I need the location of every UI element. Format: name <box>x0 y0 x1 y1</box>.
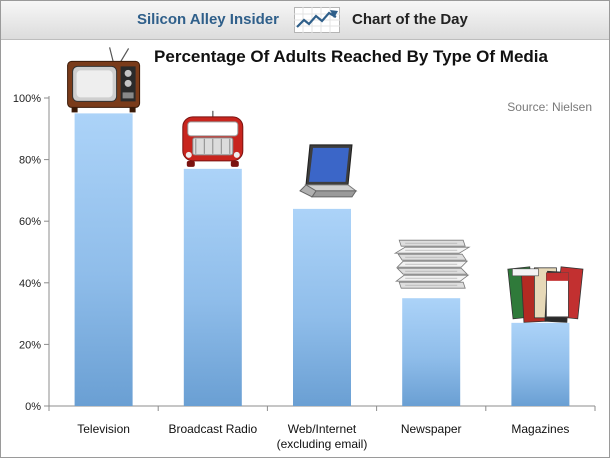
source-note: Source: Nielsen <box>507 100 592 114</box>
radio-icon <box>182 110 244 167</box>
newspaper-stack-icon <box>393 239 471 289</box>
brand-name: Silicon Alley Insider <box>137 11 279 28</box>
bar-3 <box>293 208 351 406</box>
television-icon <box>67 47 141 113</box>
chart-of-the-day-label: Chart of the Day <box>352 11 468 28</box>
y-tick-label: 0% <box>25 401 41 413</box>
laptop-icon <box>299 144 358 198</box>
bar-5 <box>511 322 570 406</box>
x-tick-label: Magazines <box>511 422 569 436</box>
y-tick-label: 100% <box>13 93 41 105</box>
y-tick-label: 20% <box>19 339 41 351</box>
x-tick-label: Web/Internet <box>288 422 357 436</box>
bar-2 <box>183 168 242 406</box>
chart-title: Percentage Of Adults Reached By Type Of … <box>154 47 548 66</box>
y-tick-label: 80% <box>19 155 41 167</box>
line-chart-up-icon <box>294 7 340 33</box>
header-bar: Silicon Alley Insider Chart of the Day <box>1 1 609 40</box>
x-tick-label: Broadcast Radio <box>168 422 257 436</box>
y-tick-label: 60% <box>19 216 41 228</box>
bar-4 <box>402 298 461 406</box>
magazine-stack-icon <box>507 266 584 323</box>
x-tick-label: (excluding email) <box>277 437 368 451</box>
bar-1 <box>74 113 133 407</box>
x-tick-label: Newspaper <box>401 422 462 436</box>
x-tick-label: Television <box>77 422 130 436</box>
y-tick-label: 40% <box>19 278 41 290</box>
